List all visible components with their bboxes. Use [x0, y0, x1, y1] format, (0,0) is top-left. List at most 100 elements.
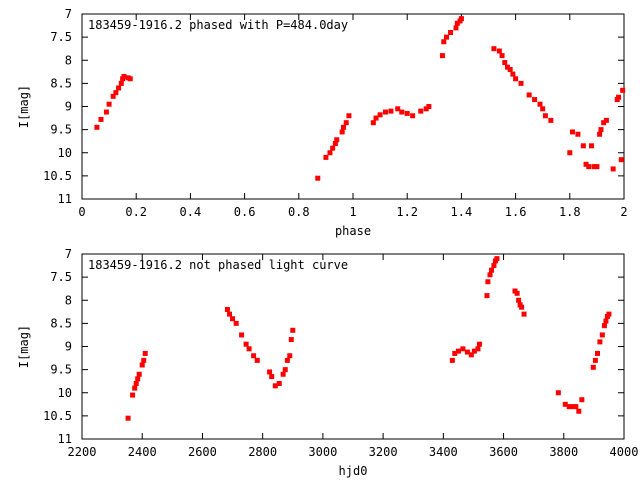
data-point: [491, 46, 497, 52]
y-tick-label: 10: [58, 386, 72, 400]
x-tick-label: 3400: [429, 445, 458, 459]
data-point: [132, 385, 138, 391]
data-point: [532, 97, 538, 103]
data-point: [576, 408, 582, 414]
data-point: [514, 290, 520, 296]
data-point: [494, 256, 500, 262]
data-point: [489, 267, 495, 273]
data-point: [323, 154, 329, 160]
data-point: [570, 129, 576, 135]
data-point: [542, 113, 548, 119]
axis-ticks: 0 0.2 0.4 0.6 0.8 1 1.2 1.4 1.6 1.8 2 7 7.5 8 8.5 9 9.5 1…: [43, 7, 628, 219]
unphased-light-curve-panel: 2200 2400 2600 2800 3000 3200 3400 3600 3800 4000…: [17, 247, 638, 478]
y-axis-label: I[mag]: [17, 85, 31, 128]
y-tick-label: 10.5: [43, 409, 72, 423]
data-point: [487, 272, 493, 278]
y-tick-label: 8: [65, 293, 72, 307]
data-point: [269, 374, 275, 380]
data-point: [346, 113, 352, 119]
data-point: [272, 383, 278, 389]
x-tick-label: 1.2: [396, 205, 418, 219]
data-point: [454, 20, 460, 26]
data-point: [566, 404, 572, 410]
y-tick-label: 7: [65, 247, 72, 261]
data-point: [460, 346, 466, 352]
data-point: [507, 67, 513, 72]
data-point: [327, 150, 333, 156]
data-point: [452, 350, 458, 356]
data-point: [377, 112, 383, 118]
y-tick-label: 7: [65, 7, 72, 21]
data-point: [513, 76, 519, 82]
data-point: [343, 120, 349, 126]
x-tick-label: 2: [620, 205, 627, 219]
data-point: [519, 304, 525, 310]
data-point: [485, 279, 491, 285]
data-point: [373, 115, 379, 121]
data-point: [116, 85, 122, 91]
data-point: [341, 124, 347, 130]
data-point: [598, 127, 604, 133]
chart-title: 183459-1916.2 not phased light curve: [88, 258, 348, 272]
data-point: [570, 404, 576, 410]
x-tick-label: 3600: [489, 445, 518, 459]
data-point: [127, 76, 133, 82]
data-point: [441, 39, 447, 45]
data-point: [399, 109, 405, 115]
y-tick-label: 8: [65, 53, 72, 67]
data-point: [458, 16, 464, 22]
data-point: [468, 352, 474, 358]
data-point: [227, 311, 233, 317]
data-point: [125, 415, 131, 421]
data-point: [288, 337, 294, 343]
data-point: [282, 367, 288, 373]
y-tick-label: 9.5: [50, 123, 72, 137]
y-tick-label: 7.5: [50, 30, 72, 44]
data-point: [575, 131, 581, 137]
data-point: [334, 137, 340, 143]
data-point: [499, 53, 505, 59]
y-tick-label: 9.5: [50, 363, 72, 377]
x-tick-label: 2600: [188, 445, 217, 459]
data-point: [251, 353, 257, 359]
data-point: [580, 143, 586, 149]
data-point: [332, 141, 338, 146]
y-tick-label: 11: [58, 432, 72, 446]
data-point: [606, 311, 612, 317]
data-point: [583, 161, 589, 167]
data-point: [537, 101, 543, 107]
data-point: [567, 150, 573, 156]
data-point: [618, 157, 624, 163]
data-point: [594, 164, 600, 170]
data-point: [548, 117, 554, 123]
data-point: [239, 332, 245, 338]
data-point: [135, 376, 141, 382]
data-point: [471, 348, 477, 354]
data-point: [453, 25, 459, 31]
y-tick-label: 10.5: [43, 169, 72, 183]
data-point: [230, 316, 236, 322]
x-axis-label: phase: [335, 224, 371, 238]
data-point: [601, 120, 607, 126]
data-point: [224, 307, 230, 312]
y-tick-label: 8.5: [50, 76, 72, 90]
data-points: [125, 256, 612, 421]
data-point: [586, 164, 592, 170]
data-point: [330, 145, 336, 151]
x-tick-label: 0.8: [288, 205, 310, 219]
data-point: [476, 341, 482, 347]
data-point: [98, 116, 104, 122]
data-point: [103, 109, 109, 115]
data-points: [94, 16, 626, 181]
data-point: [280, 371, 286, 377]
data-point: [423, 106, 429, 112]
data-point: [455, 348, 461, 354]
data-point: [504, 64, 510, 70]
data-point: [496, 48, 502, 54]
y-tick-label: 7.5: [50, 270, 72, 284]
data-point: [579, 397, 585, 403]
data-point: [246, 346, 252, 352]
data-point: [448, 30, 454, 35]
data-point: [516, 297, 522, 303]
